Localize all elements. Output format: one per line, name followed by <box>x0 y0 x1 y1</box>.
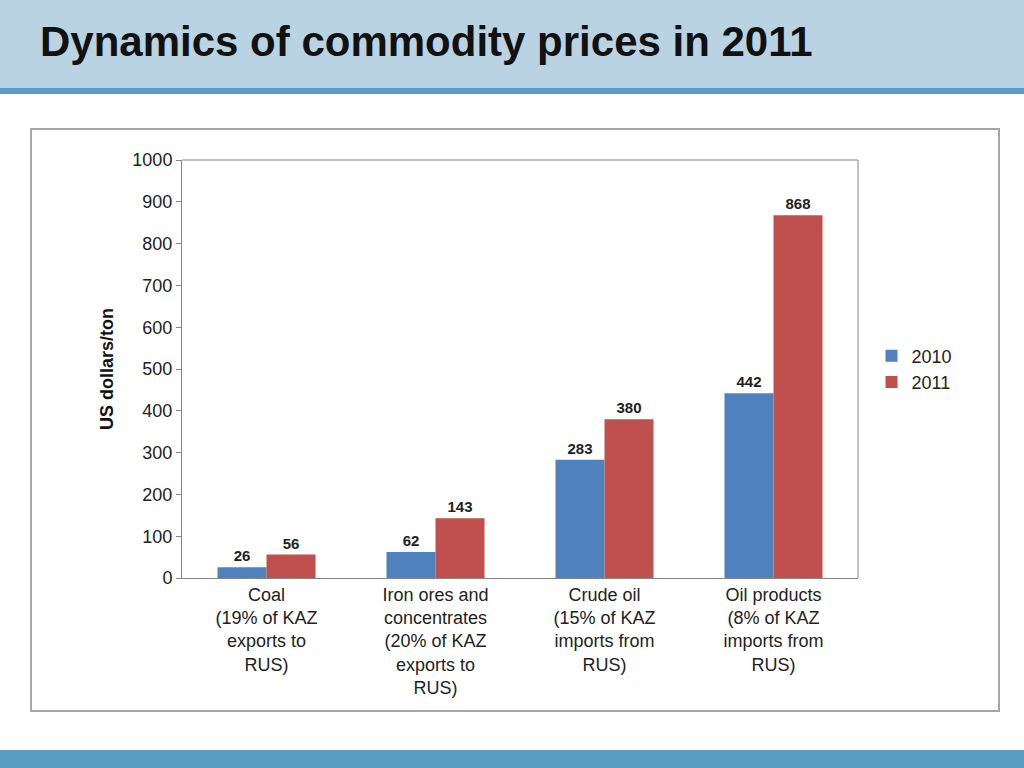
svg-text:442: 442 <box>736 373 761 390</box>
svg-text:500: 500 <box>142 359 172 379</box>
svg-text:Oil products(8% of KAZimports: Oil products(8% of KAZimports fromRUS) <box>723 585 823 675</box>
svg-text:900: 900 <box>142 192 172 212</box>
svg-text:US dollars/ton: US dollars/ton <box>97 308 117 430</box>
html-text:Dynamics of commodity prices i: Dynamics of commodity prices in 2011 <box>40 18 813 65</box>
svg-text:2010: 2010 <box>912 347 952 367</box>
svg-text:100: 100 <box>142 527 172 547</box>
svg-text:283: 283 <box>567 440 592 457</box>
svg-text:26: 26 <box>234 547 251 564</box>
svg-text:200: 200 <box>142 485 172 505</box>
svg-text:700: 700 <box>142 276 172 296</box>
svg-text:62: 62 <box>403 532 420 549</box>
svg-text:868: 868 <box>785 195 810 212</box>
svg-text:Coal(19% of KAZexports toRUS): Coal(19% of KAZexports toRUS) <box>215 585 317 675</box>
svg-text:Crude oil(15% of KAZimports fr: Crude oil(15% of KAZimports fromRUS) <box>553 585 655 675</box>
svg-text:600: 600 <box>142 318 172 338</box>
svg-text:Iron ores andconcentrates(20%: Iron ores andconcentrates(20% of KAZexpo… <box>382 585 488 699</box>
svg-text:143: 143 <box>447 498 472 515</box>
svg-text:400: 400 <box>142 401 172 421</box>
svg-text:56: 56 <box>283 535 300 552</box>
svg-text:300: 300 <box>142 443 172 463</box>
svg-text:380: 380 <box>616 399 641 416</box>
svg-text:0: 0 <box>162 568 172 588</box>
svg-text:2011: 2011 <box>912 373 951 393</box>
svg-text:1000: 1000 <box>132 150 172 170</box>
svg-text:800: 800 <box>142 234 172 254</box>
